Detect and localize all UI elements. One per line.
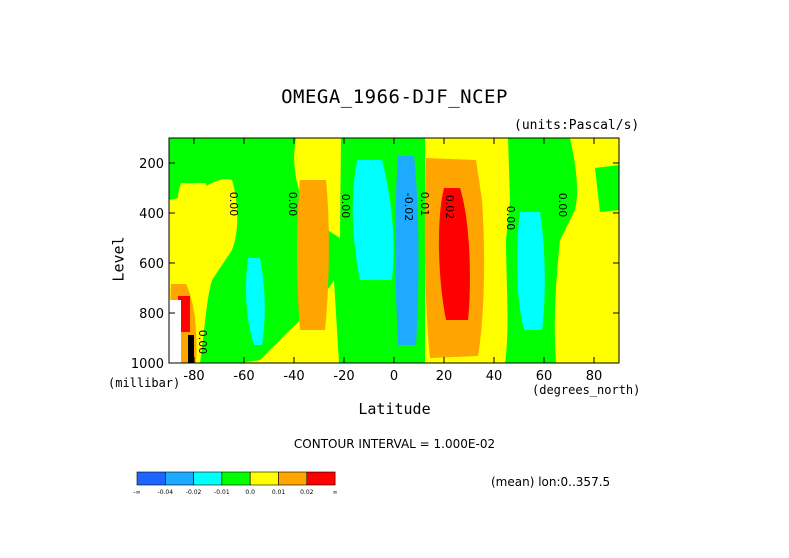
x-tick-label: 60 [536, 369, 553, 384]
y-tick-label: 800 [139, 307, 164, 322]
x-tick-label: 80 [586, 369, 603, 384]
y-tick-label: 600 [139, 257, 164, 272]
colorbar-label: -∞ [133, 489, 140, 496]
orange-cell-35s [297, 180, 329, 330]
contour-label: -0.02 [402, 193, 415, 221]
x-tick-label: 20 [436, 369, 453, 384]
cyan-cell-10s [352, 160, 394, 280]
cyan-cell-55n [516, 212, 545, 330]
contour-labels: 0.00 0.00 0.00 -0.02 0.01 0.02 0.00 0.00 0.00 [196, 192, 569, 355]
x-tick-label: 0 [390, 369, 398, 384]
colorbar-label: ∞ [333, 489, 338, 496]
colorbar-label: 0.0 [245, 489, 255, 496]
dense-contours-polar [188, 335, 194, 363]
colorbar-swatch [136, 471, 166, 486]
contour-interval-text: CONTOUR INTERVAL = 1.000E-02 [293, 437, 496, 451]
contour-label: 0.01 [418, 192, 431, 217]
contour-label: 0.00 [556, 193, 569, 218]
missing-data-area [169, 300, 181, 363]
x-tick-label: 40 [486, 369, 503, 384]
x-unit-label: (degrees_north) [532, 383, 641, 397]
x-tick-label: -60 [233, 369, 254, 384]
yellow-cell-south [176, 183, 209, 270]
colorbar-label: 0.02 [300, 489, 314, 496]
contour-label: 0.00 [196, 330, 209, 355]
mean-lon-footer: (mean) lon:0..357.5 [491, 475, 611, 489]
colorbar-swatch [249, 471, 279, 486]
y-unit-label: (millibar) [108, 376, 181, 390]
y-tick-label: 1000 [131, 357, 164, 372]
contour-label: 0.00 [339, 194, 352, 219]
colorbar-swatch [278, 471, 308, 486]
blue-cell-equator [395, 156, 419, 345]
y-tick-label: 200 [139, 157, 164, 172]
red-cell-20n [438, 188, 470, 320]
units-label: (units:Pascal/s) [514, 118, 640, 133]
green-cell-north [595, 165, 619, 212]
plot-background [169, 138, 619, 363]
colorbar-label: 0.01 [272, 489, 286, 496]
colorbar-label: -0.02 [186, 489, 202, 496]
contour-label: 0.02 [443, 195, 456, 220]
colorbar-swatch [193, 471, 223, 486]
colorbar-label: -0.04 [158, 489, 174, 496]
colorbar-label: -0.01 [214, 489, 230, 496]
colorbar-swatch [165, 471, 194, 486]
x-tick-label: -40 [283, 369, 304, 384]
y-tick-label: 400 [139, 207, 164, 222]
colorbar-swatch [221, 471, 251, 486]
axes: -80 -60 -40 -20 0 20 40 60 80 200 400 600 800 1000 [131, 138, 619, 384]
x-axis-label: Latitude [358, 400, 431, 418]
x-tick-label: -80 [183, 369, 204, 384]
contour-label: 0.00 [227, 192, 240, 217]
contour-label: 0.00 [286, 192, 299, 217]
colorbar-swatch [306, 471, 336, 486]
x-tick-label: -20 [333, 369, 354, 384]
cyan-cell-60s [246, 258, 265, 345]
colorbar: -∞ -0.04 -0.02 -0.01 0.0 0.01 0.02 ∞ [133, 471, 338, 496]
contour-label: 0.00 [504, 206, 517, 231]
chart-title: OMEGA_1966-DJF_NCEP [281, 86, 508, 108]
